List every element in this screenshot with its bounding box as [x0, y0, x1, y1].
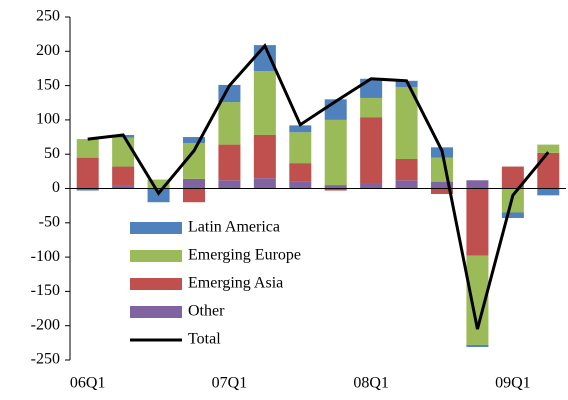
bar — [360, 117, 383, 184]
x-tick-label: 06Q1 — [70, 375, 106, 392]
bar — [218, 102, 241, 145]
x-tick-label: 08Q1 — [353, 375, 389, 392]
y-tick-label: 100 — [36, 111, 60, 128]
bar — [218, 144, 241, 181]
y-tick-label: -100 — [31, 248, 60, 265]
bar — [112, 185, 135, 189]
legend-swatch — [130, 222, 182, 234]
legend-label: Emerging Asia — [188, 275, 283, 292]
bar — [218, 180, 241, 189]
bar — [76, 188, 99, 191]
bar — [183, 178, 205, 189]
bar — [537, 152, 560, 189]
y-tick-label: 200 — [36, 42, 60, 59]
bar — [501, 166, 524, 189]
legend-label: Total — [188, 331, 221, 348]
bar — [289, 181, 312, 189]
bar — [395, 86, 418, 160]
legend-label: Latin America — [188, 219, 280, 236]
bar — [253, 134, 276, 179]
bar — [395, 180, 418, 189]
bar — [112, 166, 135, 186]
y-tick-label: -200 — [31, 316, 60, 333]
bar — [253, 71, 276, 135]
bar — [76, 139, 99, 158]
bar — [466, 344, 489, 347]
bar — [183, 188, 205, 203]
bar — [289, 125, 312, 133]
bar — [183, 143, 205, 179]
y-tick-label: 250 — [36, 8, 60, 25]
x-tick-label: 07Q1 — [212, 375, 248, 392]
x-tick-label: 09Q1 — [495, 375, 531, 392]
y-tick-label: 50 — [44, 145, 60, 162]
bar — [431, 188, 453, 194]
bar — [360, 78, 383, 98]
bar — [183, 137, 205, 144]
legend-swatch — [130, 250, 182, 262]
bar — [466, 180, 489, 189]
bar — [466, 188, 489, 256]
bar — [147, 179, 170, 189]
bar — [537, 188, 560, 196]
y-tick-label: 0 — [52, 179, 60, 196]
bar — [360, 97, 383, 118]
bar — [324, 188, 347, 191]
legend-swatch — [130, 306, 182, 318]
bar — [289, 132, 312, 164]
bar — [501, 212, 524, 218]
bar — [537, 144, 560, 153]
bar — [324, 119, 347, 186]
bar — [431, 181, 453, 189]
bar — [289, 163, 312, 182]
y-tick-label: 150 — [36, 76, 60, 93]
y-tick-label: -50 — [39, 213, 60, 230]
bar — [360, 183, 383, 189]
legend-swatch — [130, 278, 182, 290]
bar — [76, 157, 99, 189]
bar — [431, 157, 453, 182]
bar — [253, 178, 276, 189]
bar — [324, 185, 347, 189]
legend-label: Other — [188, 303, 225, 320]
y-tick-label: -150 — [31, 282, 60, 299]
bar — [112, 137, 135, 167]
total-line — [87, 43, 550, 330]
y-tick-label: -250 — [31, 351, 60, 368]
legend-label: Emerging Europe — [188, 247, 301, 264]
bar — [466, 255, 489, 345]
bar — [395, 159, 418, 181]
